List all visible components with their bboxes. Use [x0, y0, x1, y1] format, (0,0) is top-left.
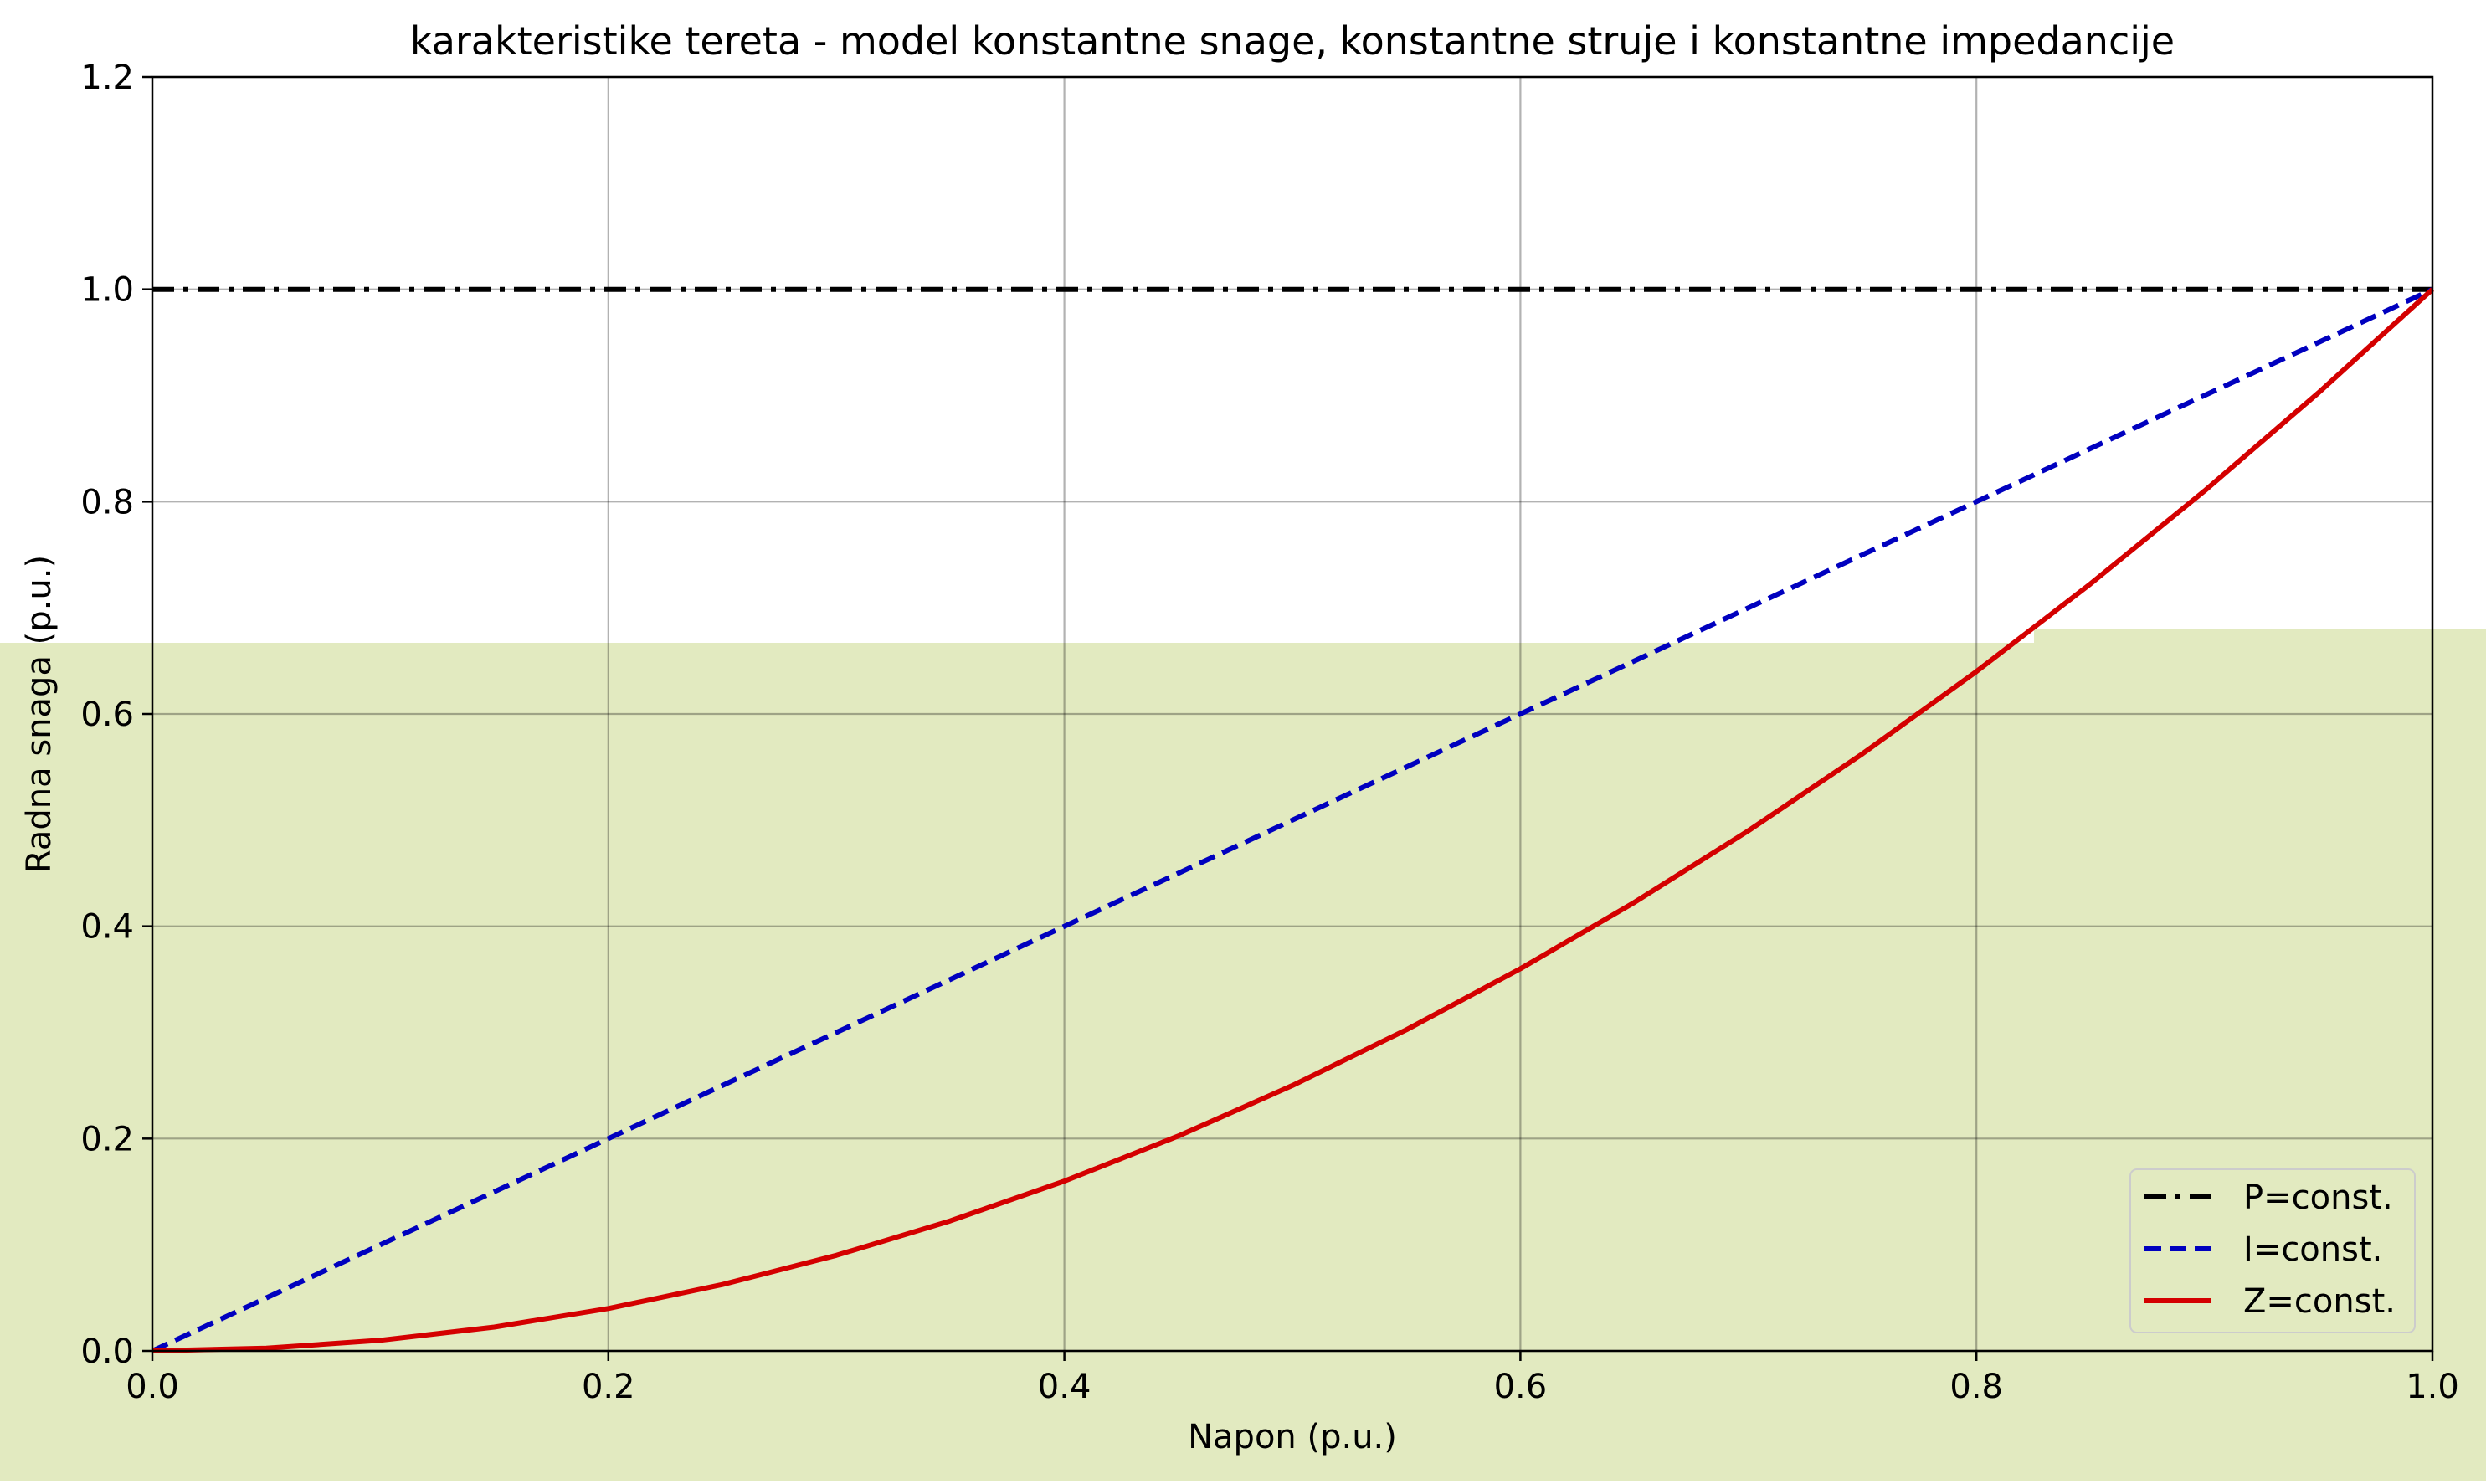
x-tick-label: 1.0 — [2406, 1368, 2459, 1406]
legend-label-p-const: P=const. — [2243, 1178, 2393, 1217]
legend-label-z-const: Z=const. — [2243, 1282, 2396, 1321]
legend-box — [2129, 1168, 2416, 1333]
background-highlight-band — [0, 629, 2486, 1481]
x-tick-label: 0.2 — [582, 1368, 635, 1406]
x-tick-label: 0.4 — [1038, 1368, 1091, 1406]
y-tick-label: 1.2 — [80, 59, 134, 97]
series-line-i-const — [151, 286, 2434, 1353]
legend: P=const. I=const. Z=const. — [2129, 1168, 2416, 1333]
chart-title: karakteristike tereta - model konstantne… — [410, 18, 2175, 64]
legend-label-i-const: I=const. — [2243, 1230, 2382, 1269]
y-tick-label: 1.0 — [80, 271, 134, 310]
x-axis-label: Napon (p.u.) — [1188, 1418, 1397, 1456]
y-tick-label: 0.6 — [80, 696, 134, 734]
x-tick-label: 0.8 — [1949, 1368, 2003, 1406]
x-axis-ticks: 0.0 0.2 0.4 0.6 0.8 1.0 — [126, 1351, 2459, 1406]
y-tick-label: 0.0 — [80, 1333, 134, 1371]
y-tick-label: 0.4 — [80, 908, 134, 947]
x-tick-label: 0.0 — [126, 1368, 179, 1406]
y-tick-label: 0.2 — [80, 1120, 134, 1158]
series-line-z-const — [152, 287, 2435, 1353]
series-lines — [151, 286, 2435, 1353]
y-tick-label: 0.8 — [80, 483, 134, 521]
x-tick-label: 0.6 — [1494, 1368, 1548, 1406]
y-axis-label: Radna snaga (p.u.) — [20, 555, 59, 873]
y-axis-ticks: 0.0 0.2 0.4 0.6 0.8 1.0 1.2 — [80, 59, 152, 1371]
